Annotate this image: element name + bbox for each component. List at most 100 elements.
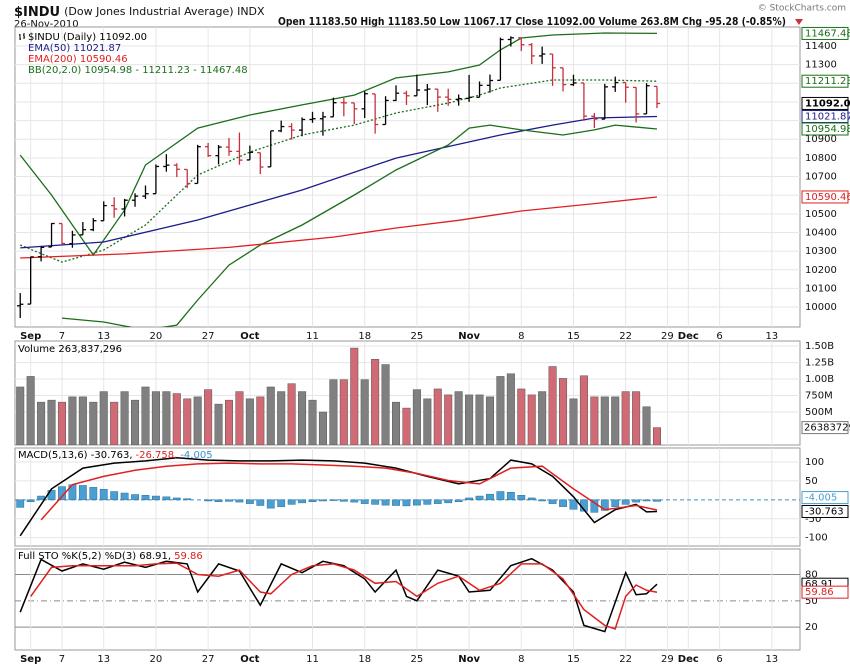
legend-icon: [19, 33, 25, 40]
value-box: [801, 122, 849, 136]
histogram-bar: [360, 499, 369, 504]
value-box: [801, 190, 849, 204]
x-tick-label: 25: [411, 331, 424, 342]
bar: [444, 394, 453, 445]
line: [61, 124, 658, 327]
histogram-bar: [298, 499, 306, 504]
histogram-bar: [423, 499, 432, 505]
histogram-bar: [308, 499, 317, 502]
histogram-bar: [444, 499, 453, 504]
histogram-bar: [517, 495, 526, 501]
line: [30, 562, 658, 630]
bar: [224, 399, 234, 445]
value-box: [801, 26, 849, 40]
histogram-bar: [37, 495, 46, 501]
plot-area: [15, 549, 800, 650]
x-tick-label: 13: [765, 331, 778, 342]
bar: [47, 399, 56, 445]
histogram-bar: [538, 499, 547, 502]
bar: [298, 391, 307, 445]
histogram-bar: [433, 499, 442, 504]
histogram-bar: [26, 499, 35, 502]
legend-entry: EMA(50) 11021.87: [28, 43, 121, 54]
bar: [329, 379, 338, 445]
y-tick-label: 1.50B: [805, 341, 834, 352]
x-tick-label: 27: [202, 331, 215, 342]
histogram-bar: [454, 499, 463, 502]
value-label: 11211.23: [805, 76, 850, 87]
line: [19, 32, 658, 257]
bar: [392, 401, 401, 445]
histogram-bar: [319, 499, 327, 502]
change-arrow: [795, 19, 803, 25]
value-label: 10590.46: [805, 192, 850, 203]
bar: [277, 391, 286, 445]
bar: [548, 366, 557, 445]
value-label: 68.91: [805, 579, 834, 590]
y-tick-label: 10200: [805, 265, 837, 276]
bar: [506, 373, 515, 445]
x-tick-label: 13: [97, 654, 110, 665]
x-tick-label: 20: [150, 654, 163, 665]
bar: [266, 386, 275, 445]
bar: [517, 388, 526, 445]
plot-area: [15, 27, 800, 327]
bar: [642, 406, 651, 445]
histogram-bar: [506, 492, 515, 501]
histogram-bar: [162, 496, 171, 501]
legend: Volume 263,837,296: [18, 344, 122, 355]
histogram-bar: [99, 488, 108, 501]
legend: MACD(5,13,6) -30.763, -26.758, -4.005: [18, 450, 213, 461]
bar: [318, 411, 327, 445]
legend-entry: Volume 263,837,296: [18, 344, 122, 355]
y-tick-label: 10400: [805, 227, 837, 238]
y-tick-label: 10500: [805, 209, 837, 220]
x-tick-label: 20: [150, 331, 163, 342]
y-tick-label: 11300: [805, 60, 837, 71]
histogram-bar: [277, 499, 286, 507]
bar: [381, 364, 390, 445]
histogram-bar: [653, 499, 661, 502]
histogram-bar: [256, 499, 265, 506]
bar: [538, 391, 547, 445]
value-label: 11092.00: [805, 98, 850, 109]
bar: [600, 396, 609, 445]
histogram-bar: [16, 499, 25, 508]
bar: [131, 399, 140, 445]
bar: [256, 396, 265, 445]
histogram-bar: [569, 499, 578, 510]
x-tick-label: Nov: [458, 654, 480, 665]
histogram-bar: [110, 491, 119, 501]
x-tick-label: Dec: [678, 654, 699, 665]
bar: [412, 389, 421, 445]
bar: [78, 396, 87, 445]
bar: [454, 391, 463, 445]
panel-frame: [14, 548, 801, 651]
bar: [339, 379, 348, 445]
histogram-bar: [632, 499, 641, 503]
legend-entry: $INDU (Daily) 11092.00: [28, 32, 147, 43]
x-tick-label: 18: [358, 654, 371, 665]
bar: [57, 401, 66, 445]
histogram-bar: [225, 499, 233, 502]
y-tick-label: 20: [805, 622, 818, 633]
line: [19, 79, 658, 263]
bar: [193, 396, 202, 445]
bar: [245, 398, 254, 445]
histogram-bar: [412, 499, 421, 506]
bar: [162, 391, 171, 445]
bar: [485, 396, 494, 445]
bar: [172, 393, 181, 445]
x-tick-label: 11: [306, 654, 319, 665]
histogram-bar: [89, 487, 98, 501]
value-box: [801, 421, 849, 435]
bar: [579, 375, 588, 445]
x-tick-label: 22: [619, 654, 632, 665]
y-tick-label: 80: [805, 569, 818, 580]
y-tick-label: 1.25B: [805, 358, 834, 369]
bar: [559, 378, 568, 445]
histogram-bar: [287, 499, 296, 505]
x-tick-label: 27: [202, 654, 215, 665]
